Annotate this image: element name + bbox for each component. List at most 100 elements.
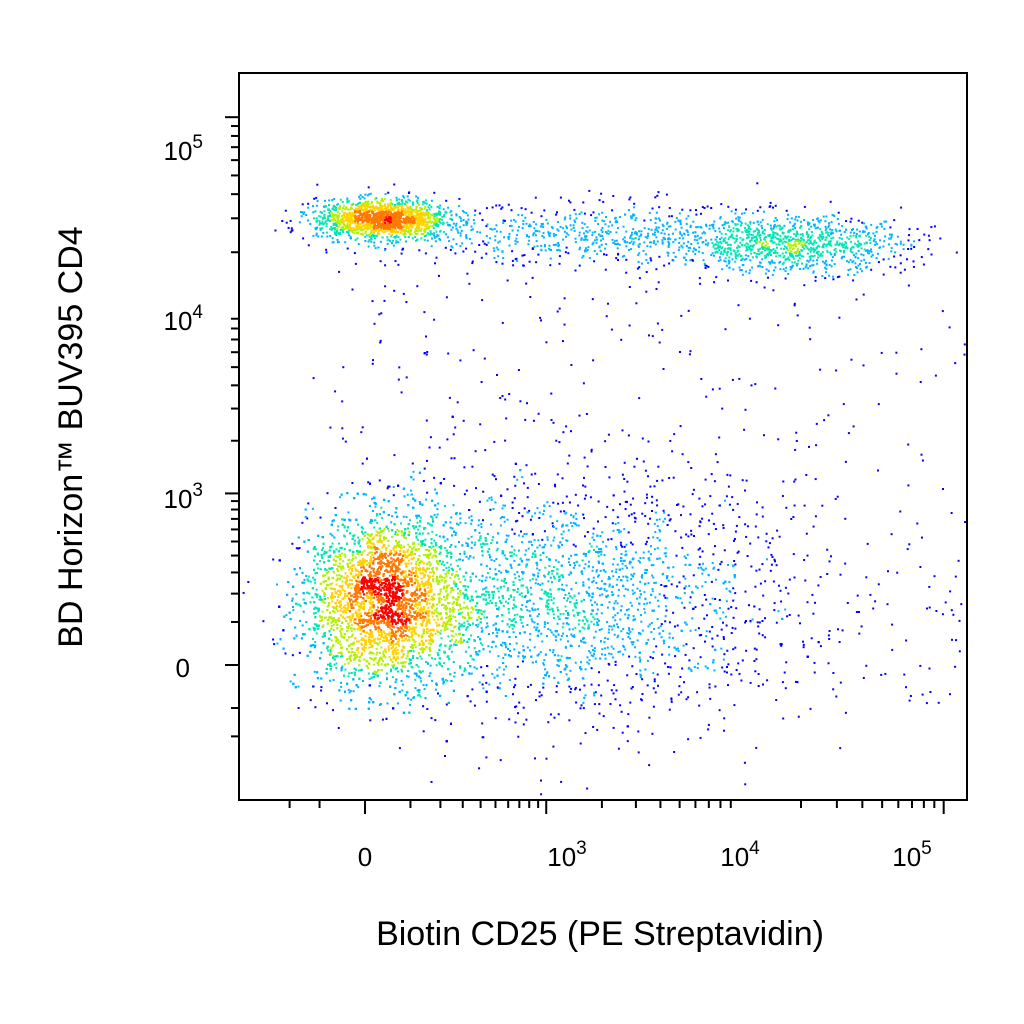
event-dot	[683, 555, 686, 558]
event-dot	[521, 515, 524, 518]
event-dot	[563, 510, 566, 513]
event-dot	[687, 249, 690, 252]
event-dot	[595, 581, 598, 584]
event-dot	[882, 258, 885, 261]
event-dot	[621, 473, 624, 476]
event-dot	[689, 596, 692, 599]
event-dot	[538, 695, 541, 698]
event-dot	[429, 672, 432, 675]
event-dot	[656, 479, 659, 482]
event-dot	[523, 254, 526, 257]
event-dot	[648, 601, 651, 604]
event-dot	[596, 252, 599, 255]
event-dot	[740, 679, 743, 682]
event-dot	[507, 236, 510, 239]
event-dot	[773, 220, 776, 223]
event-dot	[584, 641, 587, 644]
event-dot	[430, 524, 433, 527]
event-dot	[913, 246, 916, 248]
event-dot	[508, 232, 511, 235]
event-dot	[514, 721, 517, 724]
event-dot	[495, 246, 498, 249]
event-dot	[532, 234, 535, 237]
event-dot	[567, 529, 570, 532]
event-dot	[557, 229, 560, 232]
event-dot	[402, 711, 405, 714]
event-dot	[707, 574, 710, 577]
event-dot	[502, 219, 505, 222]
event-dot	[465, 220, 468, 223]
event-dot	[566, 657, 568, 659]
event-dot	[573, 562, 576, 564]
event-dot	[429, 664, 432, 667]
event-dot	[419, 677, 422, 680]
event-dot	[696, 234, 699, 237]
event-dot	[779, 589, 782, 592]
event-dot	[339, 699, 342, 702]
event-dot	[307, 580, 310, 583]
event-dot	[748, 604, 750, 607]
event-dot	[764, 617, 766, 620]
event-dot	[659, 530, 662, 533]
event-dot	[302, 592, 305, 595]
event-dot	[743, 428, 746, 431]
event-dot	[623, 528, 626, 531]
event-dot	[582, 382, 585, 385]
event-dot	[507, 587, 509, 590]
event-dot	[393, 693, 396, 696]
event-dot	[744, 523, 747, 526]
event-dot	[626, 725, 629, 728]
event-dot	[565, 617, 567, 620]
event-dot	[761, 620, 764, 622]
event-dot	[829, 228, 832, 231]
event-dot	[746, 224, 749, 227]
event-dot	[954, 575, 957, 578]
event-dot	[506, 518, 509, 521]
event-dot	[433, 539, 436, 542]
event-dot	[809, 707, 812, 710]
event-dot	[656, 537, 659, 539]
event-dot	[540, 588, 543, 591]
event-dot	[722, 227, 725, 230]
event-dot	[465, 542, 468, 545]
event-dot	[765, 268, 768, 271]
event-dot	[604, 268, 607, 271]
event-dot	[668, 262, 671, 265]
event-dot	[894, 251, 897, 254]
event-dot	[582, 513, 585, 516]
event-dot	[781, 226, 784, 229]
event-dot	[366, 194, 369, 197]
event-dot	[623, 478, 626, 480]
event-dot	[712, 225, 715, 228]
event-dot	[520, 207, 523, 210]
event-dot	[598, 551, 601, 553]
event-dot	[435, 684, 438, 686]
event-dot	[720, 560, 723, 563]
event-dot	[885, 220, 888, 223]
event-dot	[358, 195, 361, 198]
event-dot	[641, 574, 643, 577]
event-dot	[630, 687, 633, 690]
event-dot	[598, 594, 601, 597]
event-dot	[533, 574, 536, 577]
event-dot	[830, 233, 833, 236]
event-dot	[669, 518, 672, 521]
event-dot	[504, 557, 507, 560]
event-dot	[302, 633, 305, 636]
event-dot	[508, 597, 510, 600]
event-dot	[506, 488, 509, 491]
event-dot	[468, 509, 471, 511]
event-dot	[547, 573, 550, 575]
event-dot	[556, 221, 559, 223]
event-dot	[419, 516, 422, 519]
event-dot	[426, 459, 428, 462]
event-dot	[575, 553, 578, 556]
event-dot	[726, 473, 729, 476]
event-dot	[536, 507, 539, 510]
event-dot	[368, 684, 371, 687]
event-dot	[471, 572, 474, 575]
event-dot	[534, 196, 537, 199]
event-dot	[510, 564, 513, 567]
event-dot	[567, 640, 569, 643]
event-dot	[597, 233, 600, 236]
